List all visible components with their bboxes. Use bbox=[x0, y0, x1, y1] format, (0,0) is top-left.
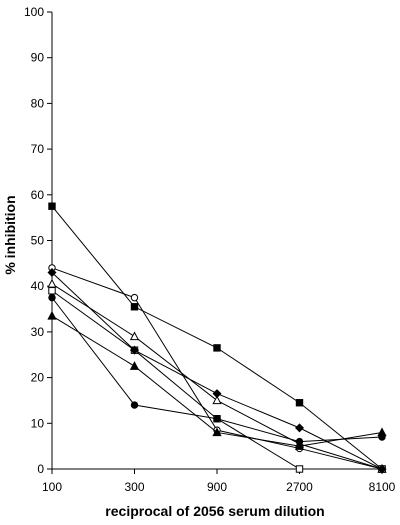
data-point-filled-triangle bbox=[47, 310, 57, 320]
x-tick-label: 900 bbox=[207, 480, 227, 494]
y-tick-label: 0 bbox=[37, 462, 44, 476]
y-tick-label: 30 bbox=[31, 325, 45, 339]
y-tick-label: 100 bbox=[24, 5, 44, 19]
data-point-filled-diamond bbox=[377, 464, 387, 474]
y-tick-label: 10 bbox=[31, 416, 45, 430]
data-point-open-triangle bbox=[129, 331, 140, 341]
data-point-filled-square bbox=[130, 303, 139, 311]
data-point-filled-triangle bbox=[129, 361, 140, 370]
x-axis-title: reciprocal of 2056 serum dilution bbox=[105, 503, 324, 519]
data-point-open-triangle bbox=[212, 395, 222, 405]
series-2 bbox=[48, 264, 386, 473]
y-tick-label: 70 bbox=[31, 142, 45, 156]
series-6 bbox=[47, 267, 387, 474]
series-4 bbox=[48, 287, 386, 473]
data-point-filled-diamond bbox=[129, 345, 140, 355]
y-tick-label: 80 bbox=[31, 96, 45, 110]
x-tick-label: 8100 bbox=[369, 480, 396, 494]
y-tick-label: 40 bbox=[31, 279, 45, 293]
series-line bbox=[51, 283, 383, 470]
data-point-filled-square bbox=[48, 202, 56, 210]
x-tick-label: 100 bbox=[42, 480, 62, 494]
y-tick-label: 50 bbox=[31, 234, 45, 248]
series-layer bbox=[47, 202, 387, 474]
series-7 bbox=[47, 310, 387, 450]
data-point-filled-circle bbox=[48, 293, 56, 302]
series-3 bbox=[47, 278, 387, 473]
x-tick-label: 300 bbox=[124, 480, 144, 494]
data-point-open-square bbox=[295, 465, 304, 473]
data-point-filled-square bbox=[295, 399, 304, 407]
data-point-filled-circle bbox=[213, 415, 221, 423]
y-axis-title: % inhibition bbox=[2, 195, 18, 274]
data-point-filled-triangle bbox=[377, 427, 387, 437]
data-point-open-circle bbox=[130, 293, 139, 302]
data-point-filled-diamond bbox=[294, 423, 305, 433]
x-tick-label: 2700 bbox=[286, 480, 313, 494]
series-line bbox=[51, 267, 383, 470]
data-point-filled-circle bbox=[130, 401, 139, 409]
data-point-filled-diamond bbox=[212, 389, 222, 399]
data-point-open-square bbox=[48, 287, 56, 295]
series-line bbox=[51, 290, 382, 470]
data-point-filled-diamond bbox=[47, 267, 57, 277]
y-tick-label: 90 bbox=[31, 51, 45, 65]
y-tick-label: 60 bbox=[31, 188, 45, 202]
axes: 0 10 20 30 40 50 60 70 80 90 100 100 300 900 2700 8100 bbox=[24, 5, 396, 494]
data-point-filled-triangle bbox=[212, 427, 222, 437]
data-point-filled-triangle bbox=[294, 441, 305, 450]
data-point-filled-square bbox=[213, 344, 221, 352]
y-tick-label: 20 bbox=[31, 371, 45, 385]
data-point-open-triangle bbox=[47, 278, 57, 288]
